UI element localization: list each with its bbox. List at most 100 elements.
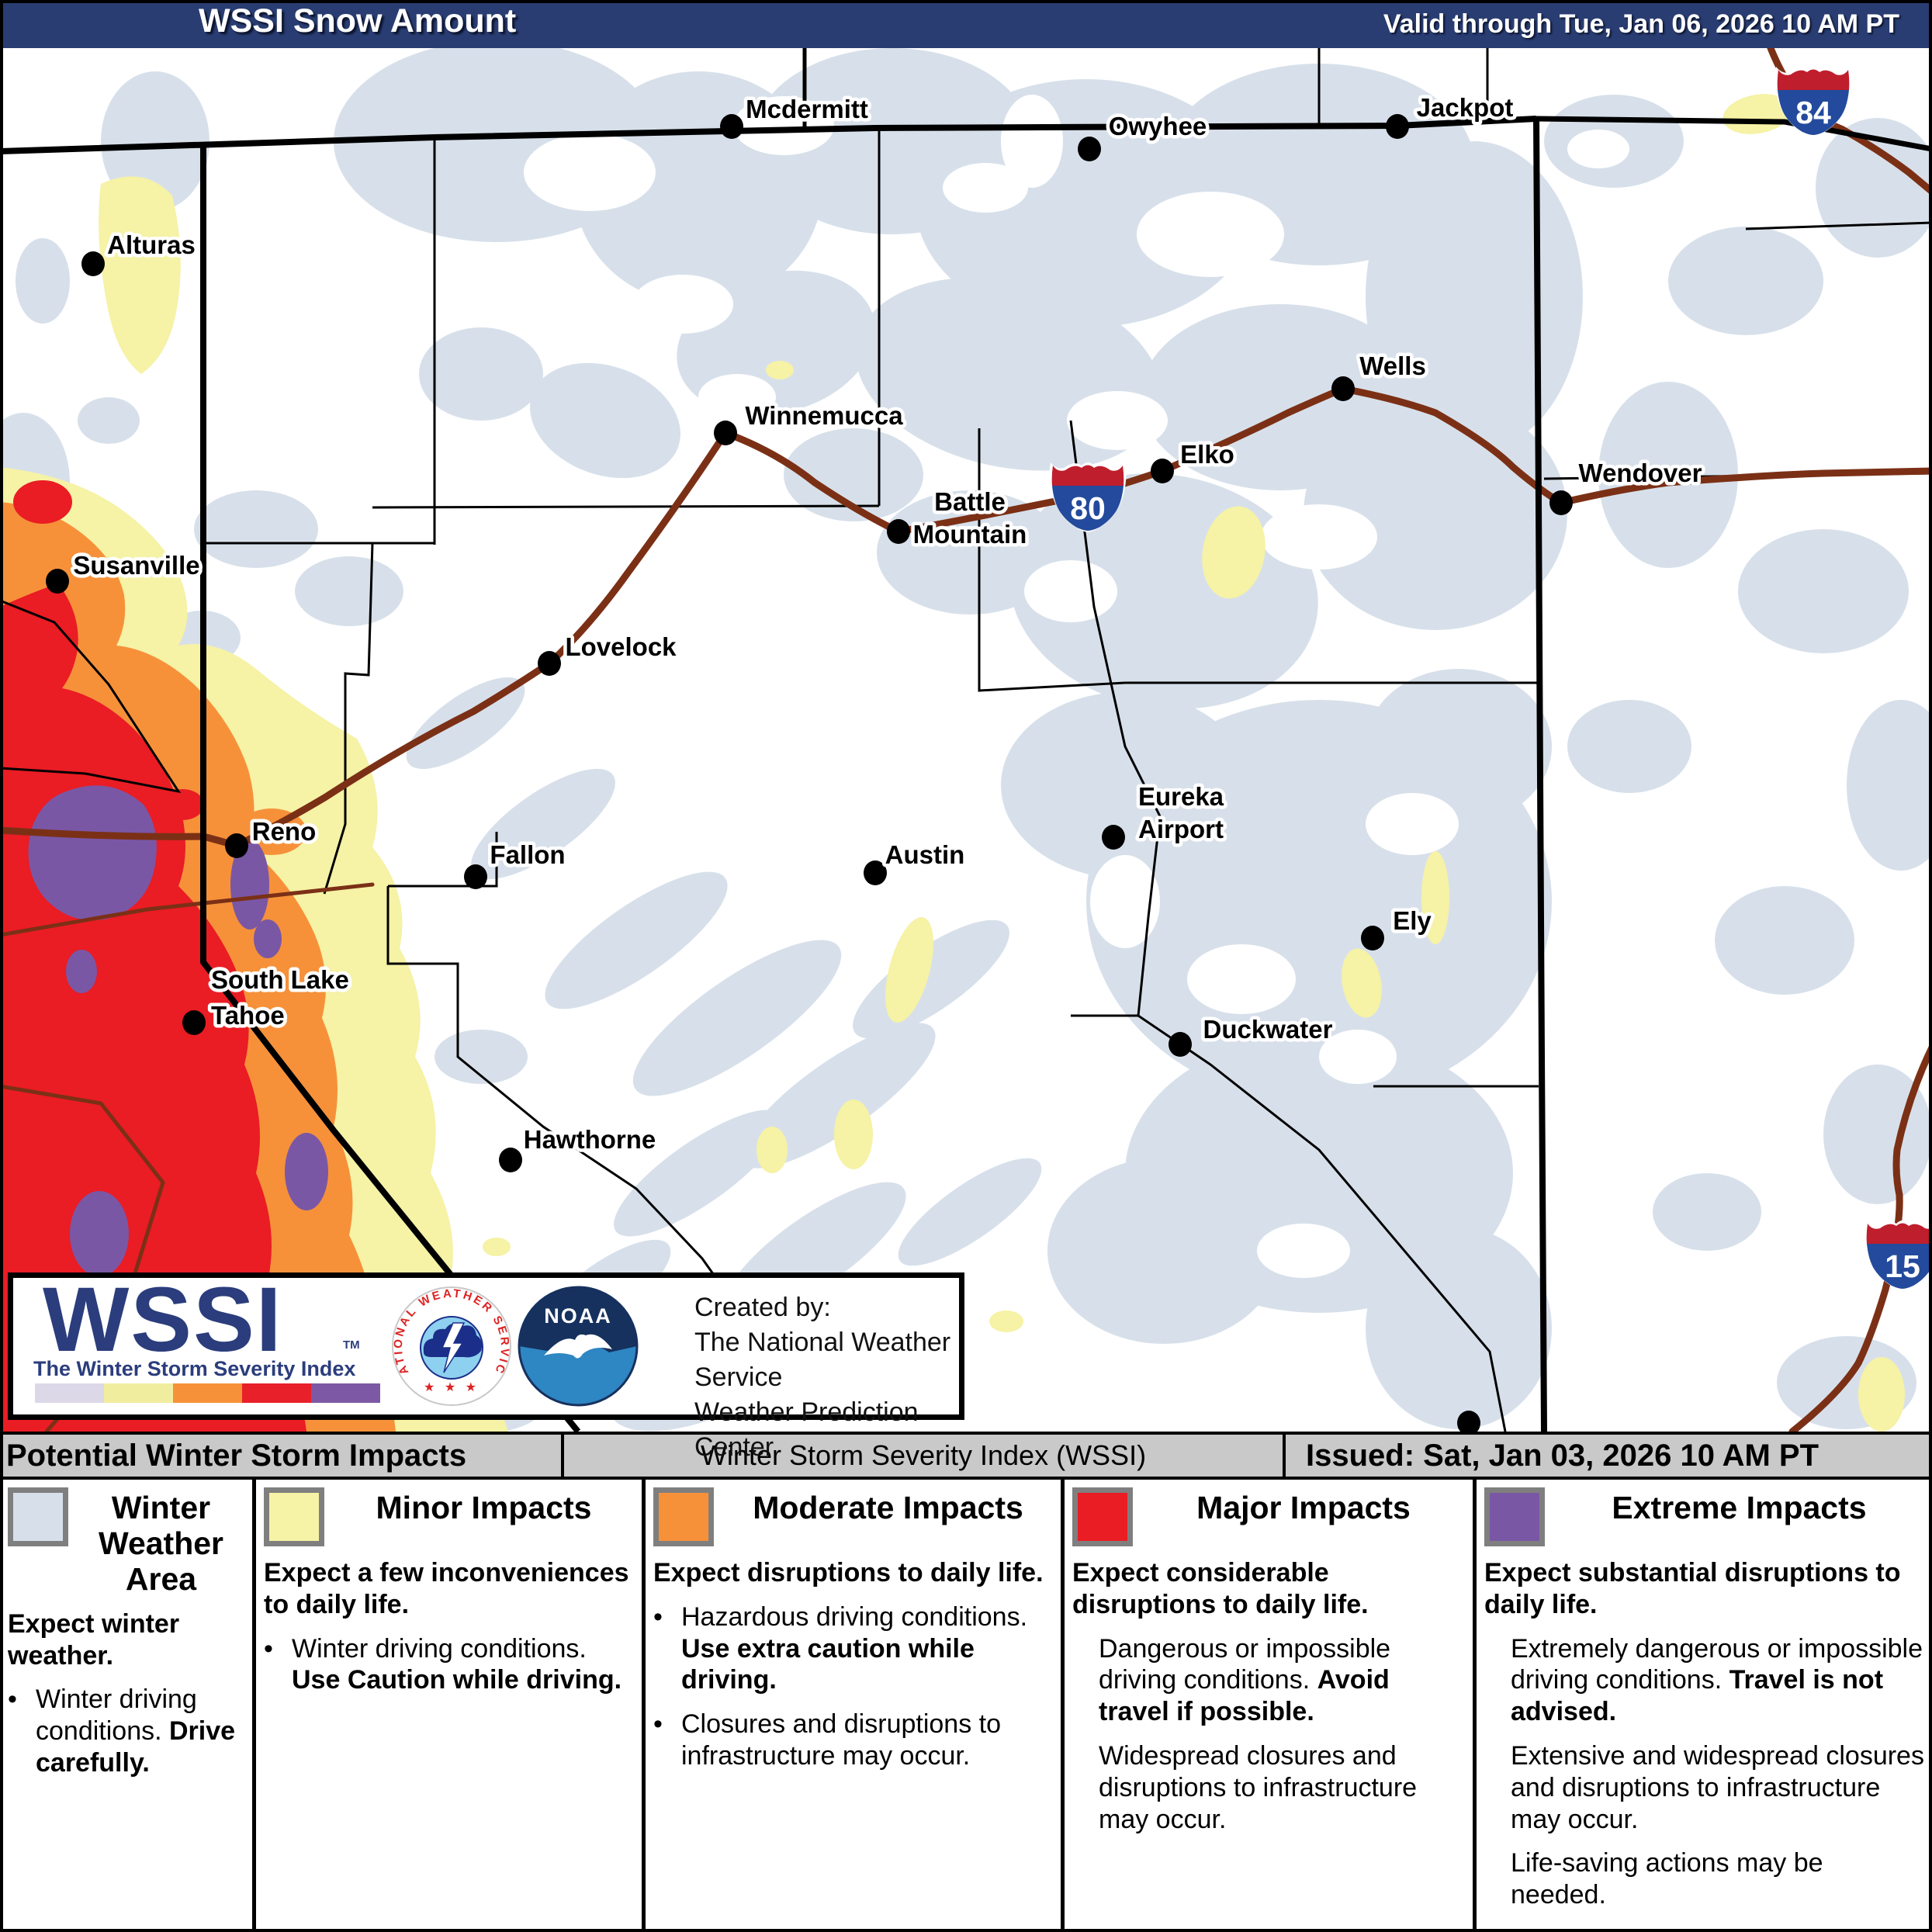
- legend-col-extreme-impacts: Extreme Impacts Expect substantial disrup…: [1477, 1480, 1932, 1932]
- legend-paragraph: Widespread closures and disruptions to i…: [1072, 1740, 1465, 1835]
- legend-col-moderate-impacts: Moderate Impacts Expect disruptions to da…: [646, 1480, 1065, 1932]
- legend-paragraph: Expect disruptions to daily life.: [653, 1557, 1053, 1589]
- text-bold: Expect substantial disruptions to daily …: [1484, 1558, 1901, 1619]
- city-label-hawthorne: Hawthorne: [524, 1125, 656, 1154]
- city-label-south-lake-tahoe: South Lake: [211, 965, 349, 994]
- map-white-holes: [524, 95, 1629, 1278]
- legend-paragraph: Expect winter weather.: [8, 1608, 244, 1672]
- city-label-duckwater: Duckwater: [1203, 1015, 1333, 1044]
- text-bold: Expect winter weather.: [8, 1608, 180, 1671]
- created-by-text: Created by: The National Weather Service…: [694, 1290, 959, 1464]
- legend-paragraph: Life-saving actions may be needed.: [1484, 1847, 1924, 1911]
- bullet-icon: •: [653, 1601, 663, 1632]
- bullet-icon: •: [653, 1709, 663, 1740]
- wssi-logo-box: WSSI TM The Winter Storm Severity Index …: [8, 1269, 964, 1462]
- legend-col-minor-impacts: Minor Impacts Expect a few inconveniences…: [256, 1480, 646, 1932]
- legend-header: Extreme Impacts: [1484, 1486, 1924, 1546]
- page-title: WSSI Snow Amount: [199, 2, 517, 40]
- city-label-fallon: Fallon: [490, 840, 565, 869]
- wssi-wordmark: WSSI: [43, 1269, 283, 1371]
- text: Life-saving actions may be needed.: [1511, 1848, 1823, 1910]
- text: Closures and disruptions to infrastructu…: [681, 1709, 1002, 1771]
- legend-paragraph: • Closures and disruptions to infrastruct…: [653, 1709, 1053, 1772]
- city-dot-south-lake-tahoe: [182, 1010, 206, 1035]
- interstate-15-number: 15: [1885, 1248, 1920, 1284]
- legend-header: Major Impacts: [1072, 1486, 1465, 1546]
- legend-title: Extreme Impacts: [1612, 1490, 1867, 1525]
- impacts-bar-subtitle: Winter Storm Severity Index (WSSI): [564, 1435, 1286, 1477]
- county-borders: [0, 48, 1932, 1432]
- text: Winter driving conditions.: [36, 1684, 197, 1747]
- palette-swatch-3: [242, 1383, 311, 1403]
- legend-swatch-winter-weather-area: [8, 1487, 68, 1546]
- city-dot-elko: [1151, 459, 1174, 483]
- interstate-80-number: 80: [1070, 490, 1106, 526]
- city-dot-wendover: [1549, 490, 1573, 515]
- created-by-line1: Created by:: [694, 1293, 831, 1322]
- text: Extremely dangerous or impossible drivin…: [1511, 1633, 1923, 1695]
- legend-title: Winter Weather Area: [98, 1490, 224, 1597]
- city-label-susanville: Susanville: [73, 551, 199, 580]
- bullet-text: Winter driving conditions. Use Caution w…: [292, 1633, 634, 1697]
- legend-col-major-impacts: Major Impacts Expect considerable disrupt…: [1065, 1480, 1477, 1932]
- city-label-lovelock: Lovelock: [565, 632, 677, 661]
- interstate-80-shield-icon: 80: [1049, 462, 1127, 532]
- text-bold: Expect considerable disruptions to daily…: [1072, 1558, 1369, 1619]
- text: Extensive and widespread closures and di…: [1511, 1740, 1924, 1834]
- text-bold: Expect a few inconveniences to daily lif…: [264, 1558, 629, 1619]
- text-bold: Use Caution while driving.: [292, 1665, 622, 1695]
- legend-description: Expect winter weather. • Winter driving co…: [8, 1608, 244, 1779]
- city-dot-reno: [225, 833, 248, 858]
- created-by-line3: Weather Prediction Center: [694, 1397, 919, 1462]
- text: Widespread closures and disruptions to i…: [1099, 1740, 1418, 1834]
- city-label-battle-mountain: Mountain: [913, 520, 1027, 549]
- valid-through-text: Valid through Tue, Jan 06, 2026 10 AM PT: [1383, 9, 1899, 39]
- bullet-icon: •: [8, 1684, 17, 1715]
- legend-header: Winter Weather Area: [8, 1486, 244, 1598]
- legend-paragraph: Extensive and widespread closures and di…: [1484, 1740, 1924, 1835]
- city-label-winnemucca: Winnemucca: [745, 401, 903, 430]
- agency-logos: NATIONAL WEATHER SERVICE ★ ★ ★ NOAA: [392, 1286, 639, 1407]
- legend-paragraph: Extremely dangerous or impossible drivin…: [1484, 1633, 1924, 1728]
- map-area: 80 84 15 Mcdermitt Owyhee Jackpot Alturas Well…: [0, 48, 1932, 1432]
- bullet-icon: •: [264, 1633, 273, 1664]
- header-bar: WSSI Snow Amount Valid through Tue, Jan …: [0, 0, 1932, 48]
- city-dot-lovelock: [538, 651, 561, 676]
- created-by-line2: The National Weather Service: [694, 1327, 951, 1392]
- text: Hazardous driving conditions.: [681, 1601, 1028, 1632]
- city-label-wells: Wells: [1359, 351, 1426, 380]
- city-label-elko: Elko: [1180, 440, 1234, 469]
- city-markers: Mcdermitt Owyhee Jackpot Alturas Wells Winnem…: [46, 90, 1705, 1432]
- legend-paragraph: • Winter driving conditions. Drive carefu…: [8, 1684, 244, 1778]
- city-dot-edge-city: [1457, 1411, 1480, 1432]
- interstate-84-number: 84: [1795, 95, 1831, 130]
- legend-paragraph: Expect a few inconveniences to daily lif…: [264, 1557, 634, 1621]
- legend-header: Moderate Impacts: [653, 1486, 1053, 1546]
- legend-paragraph: Dangerous or impossible driving conditio…: [1072, 1633, 1465, 1728]
- city-label-eureka-airport: Airport: [1138, 815, 1224, 843]
- city-dot-mcdermitt: [720, 114, 743, 139]
- nws-logo-icon: NATIONAL WEATHER SERVICE ★ ★ ★: [392, 1286, 511, 1406]
- bullet-text: Winter driving conditions. Drive careful…: [36, 1684, 244, 1778]
- interstate-shields: 80 84 15: [1049, 67, 1932, 1290]
- city-label-jackpot: Jackpot: [1417, 93, 1514, 122]
- text-bold: Travel is not advised.: [1511, 1665, 1884, 1727]
- city-dot-ely: [1361, 926, 1384, 950]
- palette-swatch-1: [104, 1383, 173, 1403]
- legend-description: Expect considerable disruptions to daily…: [1072, 1557, 1465, 1835]
- city-dot-wells: [1331, 376, 1355, 401]
- city-label-austin: Austin: [885, 840, 965, 869]
- city-dot-duckwater: [1169, 1032, 1192, 1057]
- city-dot-battle-mountain: [887, 519, 910, 544]
- bullet-text: Closures and disruptions to infrastructu…: [681, 1709, 1053, 1772]
- noaa-logo-icon: NOAA: [518, 1286, 639, 1407]
- legend-swatch-extreme-impacts: [1484, 1487, 1545, 1546]
- palette-swatch-4: [311, 1383, 380, 1403]
- legend-swatch-minor-impacts: [264, 1487, 324, 1546]
- legend-swatch-major-impacts: [1072, 1487, 1133, 1546]
- text-bold: Drive carefully.: [36, 1716, 236, 1778]
- wssi-severity-palette: [35, 1383, 380, 1403]
- legend-description: Expect disruptions to daily life. • Hazard…: [653, 1557, 1053, 1772]
- palette-swatch-2: [173, 1383, 242, 1403]
